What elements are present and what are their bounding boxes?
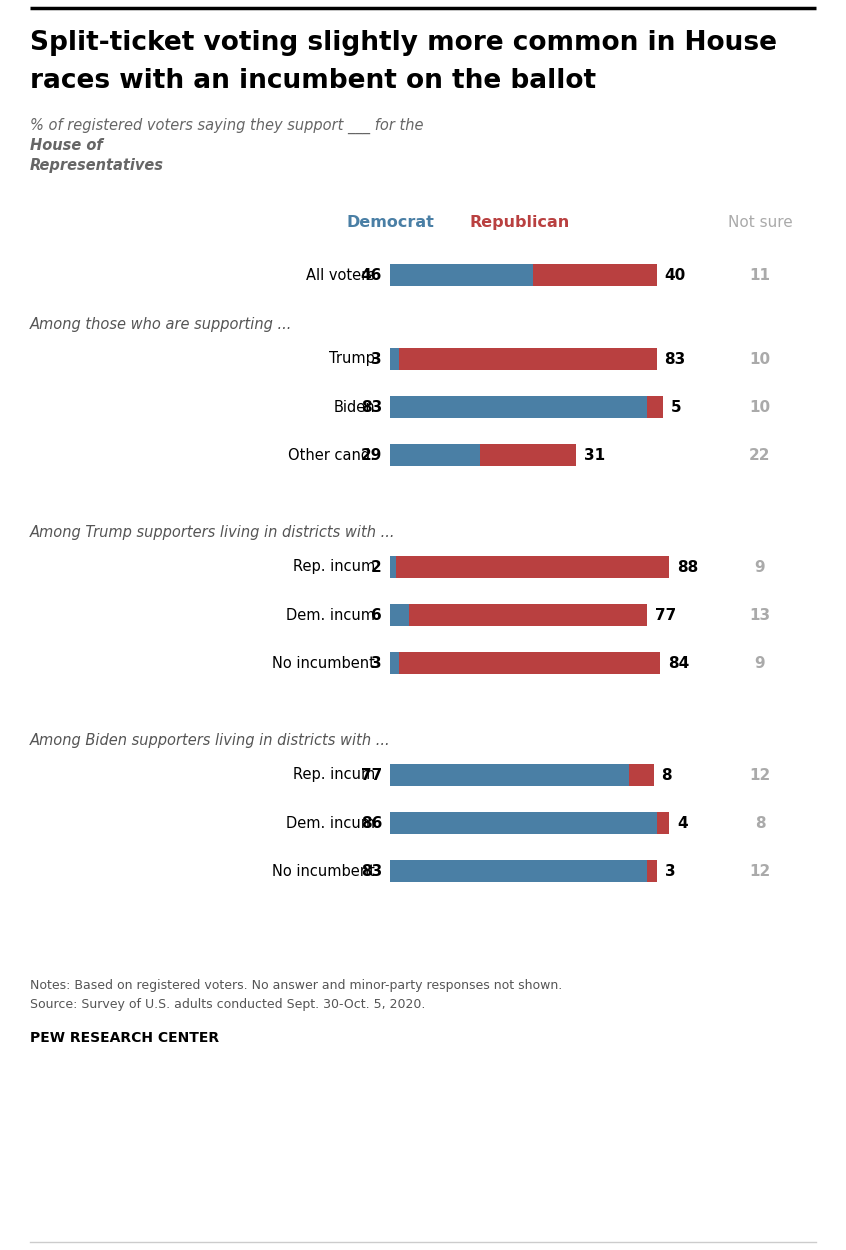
Text: Among Trump supporters living in districts with ...: Among Trump supporters living in distric… bbox=[30, 525, 395, 540]
Text: No incumbent: No incumbent bbox=[272, 655, 375, 670]
Text: 3: 3 bbox=[371, 351, 382, 366]
Text: Biden: Biden bbox=[333, 400, 375, 415]
Bar bbox=[390, 652, 399, 674]
Text: 46: 46 bbox=[360, 268, 382, 282]
Text: 4: 4 bbox=[677, 815, 688, 830]
Text: 86: 86 bbox=[360, 815, 382, 830]
Bar bbox=[656, 812, 669, 834]
Text: 13: 13 bbox=[750, 608, 771, 622]
Text: Rep. incum: Rep. incum bbox=[293, 560, 375, 575]
Text: Other cand.: Other cand. bbox=[288, 448, 375, 462]
Text: Republican: Republican bbox=[470, 215, 570, 230]
Bar bbox=[409, 604, 647, 626]
Text: 40: 40 bbox=[665, 268, 686, 282]
Text: Dem. incum: Dem. incum bbox=[286, 815, 375, 830]
Bar bbox=[390, 444, 480, 466]
Bar bbox=[390, 812, 656, 834]
Text: races with an incumbent on the ballot: races with an incumbent on the ballot bbox=[30, 68, 596, 94]
Bar bbox=[399, 348, 656, 370]
Text: Split-ticket voting slightly more common in House: Split-ticket voting slightly more common… bbox=[30, 30, 777, 56]
Text: 2: 2 bbox=[371, 560, 382, 575]
Text: 83: 83 bbox=[360, 864, 382, 879]
Text: 77: 77 bbox=[656, 608, 677, 622]
Text: % of registered voters saying they support ___ for the: % of registered voters saying they suppo… bbox=[30, 118, 428, 134]
Text: 8: 8 bbox=[662, 768, 672, 782]
Text: All voters: All voters bbox=[306, 268, 375, 282]
Bar bbox=[390, 396, 647, 418]
Text: Notes: Based on registered voters. No answer and minor-party responses not shown: Notes: Based on registered voters. No an… bbox=[30, 979, 563, 1011]
Text: 88: 88 bbox=[677, 560, 698, 575]
Text: 10: 10 bbox=[750, 400, 771, 415]
Text: PEW RESEARCH CENTER: PEW RESEARCH CENTER bbox=[30, 1031, 219, 1045]
Text: 3: 3 bbox=[371, 655, 382, 670]
Text: 12: 12 bbox=[750, 768, 771, 782]
Text: Not sure: Not sure bbox=[728, 215, 793, 230]
Text: 31: 31 bbox=[584, 448, 605, 462]
Bar bbox=[629, 764, 653, 786]
Text: 3: 3 bbox=[665, 864, 675, 879]
Bar bbox=[399, 652, 660, 674]
Text: Trump: Trump bbox=[329, 351, 375, 366]
Bar bbox=[647, 860, 656, 882]
Text: 29: 29 bbox=[360, 448, 382, 462]
Text: No incumbent: No incumbent bbox=[272, 864, 375, 879]
Text: 9: 9 bbox=[755, 655, 766, 670]
Text: 10: 10 bbox=[750, 351, 771, 366]
Bar bbox=[390, 860, 647, 882]
Text: 5: 5 bbox=[671, 400, 681, 415]
Text: House of: House of bbox=[30, 138, 102, 152]
Text: 8: 8 bbox=[755, 815, 766, 830]
Text: 83: 83 bbox=[665, 351, 686, 366]
Text: 77: 77 bbox=[360, 768, 382, 782]
Text: 6: 6 bbox=[371, 608, 382, 622]
Bar bbox=[647, 396, 662, 418]
Bar bbox=[390, 556, 396, 578]
Bar bbox=[390, 264, 533, 286]
Bar bbox=[390, 348, 399, 370]
Text: Democrat: Democrat bbox=[346, 215, 434, 230]
Text: 9: 9 bbox=[755, 560, 766, 575]
Text: 84: 84 bbox=[667, 655, 689, 670]
Text: Among Biden supporters living in districts with ...: Among Biden supporters living in distric… bbox=[30, 734, 391, 749]
Bar bbox=[533, 264, 656, 286]
Bar bbox=[390, 604, 409, 626]
Text: Rep. incum: Rep. incum bbox=[293, 768, 375, 782]
Bar bbox=[480, 444, 576, 466]
Text: Dem. incum: Dem. incum bbox=[286, 608, 375, 622]
Bar bbox=[390, 764, 629, 786]
Text: 12: 12 bbox=[750, 864, 771, 879]
Text: 11: 11 bbox=[750, 268, 771, 282]
Text: 22: 22 bbox=[750, 448, 771, 462]
Text: Among those who are supporting ...: Among those who are supporting ... bbox=[30, 318, 293, 332]
Text: Representatives: Representatives bbox=[30, 158, 164, 172]
Bar bbox=[396, 556, 669, 578]
Text: 83: 83 bbox=[360, 400, 382, 415]
